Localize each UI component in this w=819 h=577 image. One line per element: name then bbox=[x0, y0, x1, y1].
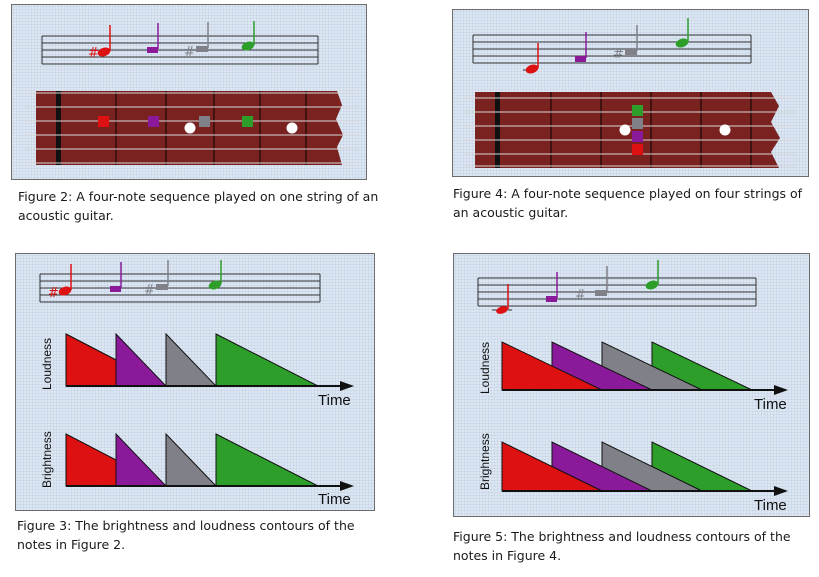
position-marker-red bbox=[98, 116, 109, 127]
brightness-triangle-green bbox=[215, 433, 319, 487]
brightness-axis-label: Brightness bbox=[40, 431, 54, 488]
note-green bbox=[241, 21, 255, 51]
note-gray: # bbox=[613, 25, 638, 62]
figure-2-caption: Figure 2: A four-note sequence played on… bbox=[18, 189, 379, 223]
figure-2-panel: # # bbox=[11, 4, 367, 180]
fretboard bbox=[463, 92, 795, 168]
note-green bbox=[675, 18, 689, 48]
loudness-time-arrowhead bbox=[340, 381, 354, 391]
brightness-time-label: Time bbox=[754, 497, 787, 514]
position-marker-gray bbox=[199, 116, 210, 127]
loudness-time-label: Time bbox=[754, 396, 787, 413]
figure-4-panel: # bbox=[452, 9, 809, 177]
svg-text:#: # bbox=[48, 286, 59, 301]
note-purple bbox=[147, 23, 159, 53]
note-gray: # bbox=[144, 260, 169, 298]
brightness-time-arrowhead bbox=[774, 486, 788, 496]
note-gray: # bbox=[184, 22, 209, 60]
loudness-triangle-green bbox=[215, 333, 319, 387]
position-marker-green bbox=[632, 105, 643, 116]
figure-4-caption: Figure 4: A four-note sequence played on… bbox=[453, 186, 803, 220]
position-marker-purple bbox=[148, 116, 159, 127]
svg-text:#: # bbox=[575, 288, 586, 303]
svg-text:#: # bbox=[144, 283, 155, 298]
brightness-triangle-purple bbox=[115, 432, 168, 487]
position-marker-red bbox=[632, 144, 643, 155]
brightness-contour bbox=[65, 432, 319, 487]
figure-3-diagram: # # Time Loudness bbox=[39, 260, 354, 508]
position-marker-purple bbox=[632, 131, 643, 142]
note-red: # bbox=[88, 25, 111, 61]
note-green bbox=[645, 260, 659, 290]
figure-3-caption: Figure 3: The brightness and loudness co… bbox=[17, 518, 355, 552]
note-purple bbox=[546, 272, 558, 302]
loudness-triangle-purple bbox=[115, 332, 168, 387]
brightness-time-arrowhead bbox=[340, 481, 354, 491]
brightness-contour bbox=[501, 441, 753, 492]
figure-3-panel: # # Time Loudness bbox=[15, 253, 375, 511]
figure-5-diagram: # Time Loudness Time Brightness bbox=[477, 260, 788, 514]
figure-5-caption: Figure 5: The brightness and loudness co… bbox=[453, 529, 791, 563]
note-purple bbox=[575, 32, 587, 62]
loudness-time-arrowhead bbox=[774, 385, 788, 395]
loudness-axis-label: Loudness bbox=[478, 342, 492, 394]
brightness-time-label: Time bbox=[318, 491, 351, 508]
svg-text:#: # bbox=[184, 45, 195, 60]
note-red bbox=[492, 284, 512, 314]
note-purple bbox=[110, 262, 122, 292]
note-gray: # bbox=[575, 266, 608, 303]
svg-text:#: # bbox=[613, 47, 624, 62]
figure-2-diagram: # # bbox=[26, 21, 358, 165]
note-red: # bbox=[48, 264, 72, 301]
brightness-axis-label: Brightness bbox=[478, 433, 492, 490]
note-green bbox=[208, 260, 222, 290]
loudness-axis-label: Loudness bbox=[40, 338, 54, 390]
staff bbox=[477, 277, 757, 307]
loudness-contour bbox=[65, 332, 319, 387]
fretboard bbox=[26, 91, 358, 165]
loudness-triangle-gray bbox=[165, 332, 218, 387]
figure-4-diagram: # bbox=[463, 18, 795, 168]
staff bbox=[39, 273, 321, 303]
svg-text:#: # bbox=[88, 46, 99, 61]
brightness-triangle-gray bbox=[165, 432, 218, 487]
loudness-time-label: Time bbox=[318, 392, 351, 409]
position-marker-gray bbox=[632, 118, 643, 129]
figure-5-panel: # Time Loudness Time Brightness bbox=[453, 253, 810, 517]
staff bbox=[472, 34, 752, 64]
loudness-contour bbox=[501, 341, 753, 391]
staff bbox=[41, 35, 319, 65]
note-red bbox=[523, 43, 539, 74]
position-marker-green bbox=[242, 116, 253, 127]
